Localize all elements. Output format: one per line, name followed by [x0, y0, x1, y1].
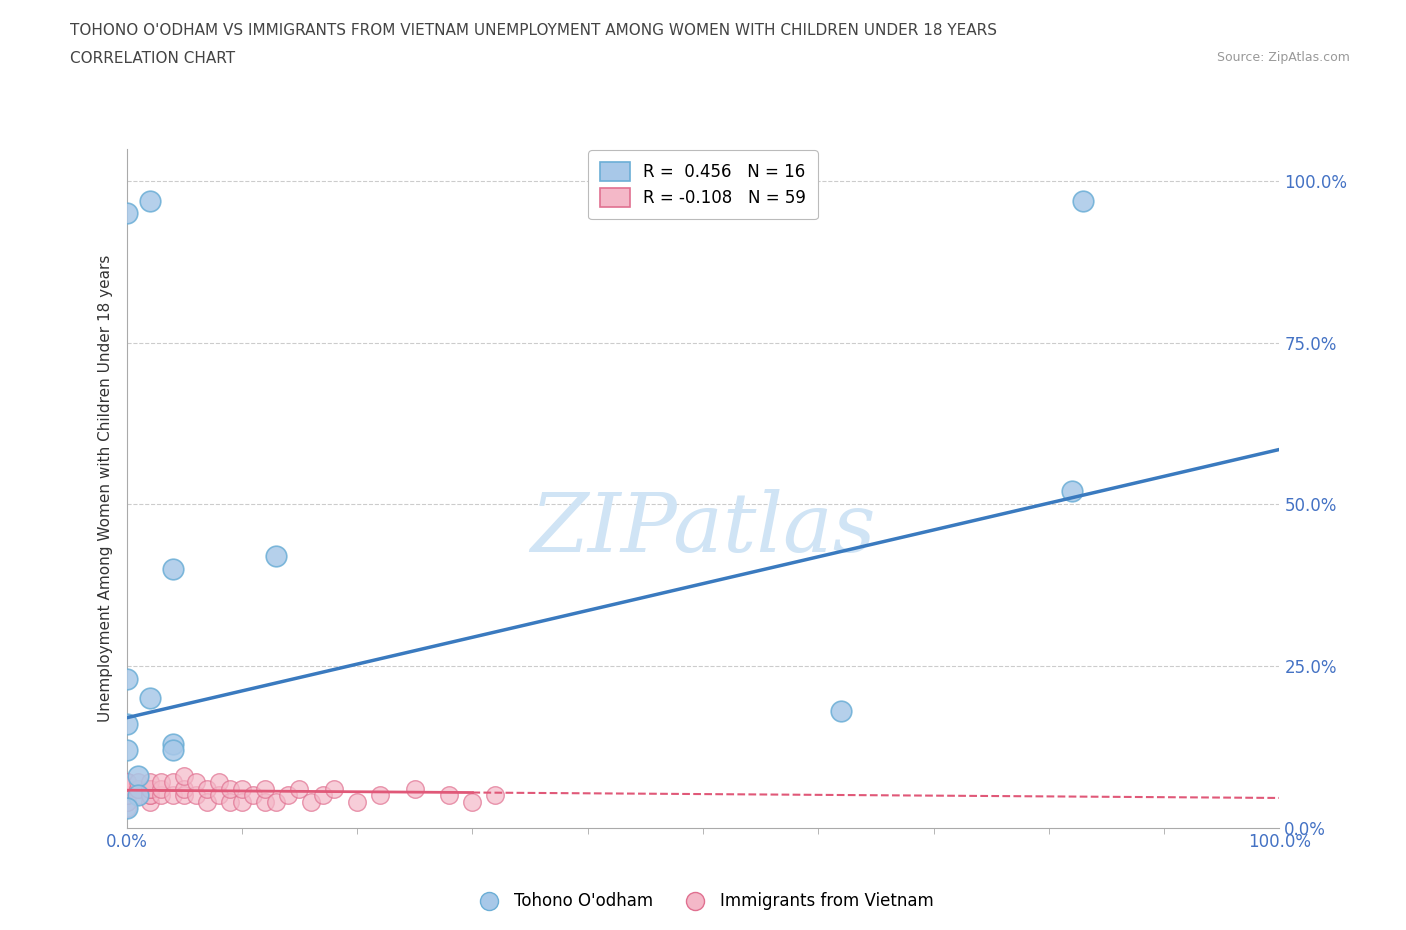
Point — [138, 794, 160, 809]
Point — [115, 801, 138, 816]
Point — [115, 743, 138, 758]
Point — [115, 775, 138, 790]
Point — [138, 781, 160, 796]
Point — [115, 781, 138, 796]
Point — [115, 788, 138, 803]
Point — [288, 781, 311, 796]
Point — [404, 781, 426, 796]
Point — [115, 775, 138, 790]
Point — [115, 781, 138, 796]
Point — [150, 775, 173, 790]
Point — [231, 781, 253, 796]
Point — [115, 206, 138, 221]
Point — [138, 781, 160, 796]
Point — [115, 671, 138, 686]
Point — [439, 788, 461, 803]
Point — [115, 788, 138, 803]
Point — [138, 781, 160, 796]
Point — [266, 549, 288, 564]
Point — [184, 788, 207, 803]
Legend: R =  0.456   N = 16, R = -0.108   N = 59: R = 0.456 N = 16, R = -0.108 N = 59 — [588, 151, 818, 219]
Point — [115, 775, 138, 790]
Point — [138, 788, 160, 803]
Point — [195, 794, 218, 809]
Point — [219, 794, 242, 809]
Point — [208, 788, 231, 803]
Point — [127, 768, 149, 783]
Point — [115, 801, 138, 816]
Point — [162, 743, 184, 758]
Point — [115, 775, 138, 790]
Text: Source: ZipAtlas.com: Source: ZipAtlas.com — [1216, 51, 1350, 64]
Point — [162, 562, 184, 577]
Point — [231, 794, 253, 809]
Point — [150, 781, 173, 796]
Point — [253, 781, 276, 796]
Point — [138, 691, 160, 706]
Point — [115, 781, 138, 796]
Point — [127, 781, 149, 796]
Point — [115, 781, 138, 796]
Point — [346, 794, 368, 809]
Point — [162, 737, 184, 751]
Point — [162, 775, 184, 790]
Point — [115, 781, 138, 796]
Text: ZIPatlas: ZIPatlas — [530, 489, 876, 569]
Point — [484, 788, 506, 803]
Point — [311, 788, 333, 803]
Point — [323, 781, 346, 796]
Point — [138, 775, 160, 790]
Point — [1073, 193, 1095, 208]
Point — [127, 788, 149, 803]
Point — [115, 788, 138, 803]
Point — [299, 794, 322, 809]
Point — [830, 704, 852, 719]
Point — [219, 781, 242, 796]
Point — [127, 788, 149, 803]
Point — [115, 794, 138, 809]
Point — [150, 788, 173, 803]
Point — [277, 788, 299, 803]
Text: TOHONO O'ODHAM VS IMMIGRANTS FROM VIETNAM UNEMPLOYMENT AMONG WOMEN WITH CHILDREN: TOHONO O'ODHAM VS IMMIGRANTS FROM VIETNA… — [70, 23, 997, 38]
Y-axis label: Unemployment Among Women with Children Under 18 years: Unemployment Among Women with Children U… — [97, 255, 112, 722]
Point — [461, 794, 484, 809]
Point — [184, 775, 207, 790]
Point — [266, 794, 288, 809]
Point — [173, 781, 195, 796]
Point — [208, 775, 231, 790]
Point — [242, 788, 264, 803]
Point — [115, 717, 138, 732]
Point — [173, 788, 195, 803]
Point — [138, 788, 160, 803]
Point — [368, 788, 391, 803]
Point — [127, 775, 149, 790]
Point — [173, 768, 195, 783]
Point — [162, 788, 184, 803]
Point — [127, 781, 149, 796]
Legend: Tohono O'odham, Immigrants from Vietnam: Tohono O'odham, Immigrants from Vietnam — [465, 885, 941, 917]
Text: CORRELATION CHART: CORRELATION CHART — [70, 51, 235, 66]
Point — [138, 193, 160, 208]
Point — [1060, 484, 1083, 498]
Point — [115, 794, 138, 809]
Point — [195, 781, 218, 796]
Point — [253, 794, 276, 809]
